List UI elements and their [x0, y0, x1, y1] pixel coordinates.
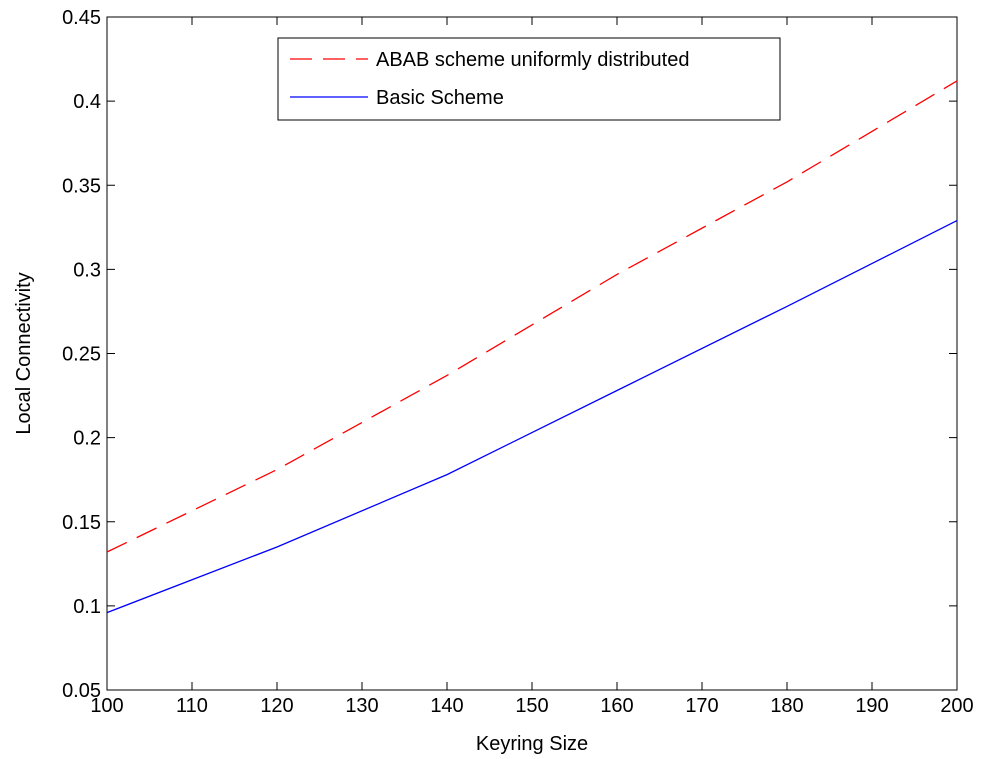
- legend: ABAB scheme uniformly distributed Basic S…: [277, 37, 781, 121]
- legend-box: [277, 37, 781, 121]
- y-tick-label: 0.4: [73, 91, 101, 113]
- x-tick-label: 170: [685, 695, 718, 717]
- legend-label-2: Basic Scheme: [376, 87, 504, 109]
- plot-area-frame: [106, 16, 958, 691]
- x-tick-label: 190: [855, 695, 888, 717]
- series-line-2: [106, 220, 958, 614]
- x-tick-label: 140: [430, 695, 463, 717]
- y-axis-label: Local Connectivity: [13, 272, 35, 434]
- y-tick-label: 0.3: [73, 259, 101, 281]
- x-tick-label: 100: [90, 695, 123, 717]
- y-tick-label: 0.35: [62, 175, 101, 197]
- x-tick-label: 180: [770, 695, 803, 717]
- y-tick-label: 0.45: [62, 7, 101, 29]
- y-tick-label: 0.05: [62, 680, 101, 702]
- x-tick-label: 120: [260, 695, 293, 717]
- y-tick-label: 0.1: [73, 596, 101, 618]
- series-line-1: [106, 80, 958, 553]
- x-tick-label: 200: [940, 695, 973, 717]
- y-tick-label: 0.25: [62, 344, 101, 366]
- x-axis-label: Keyring Size: [476, 733, 588, 755]
- legend-label-1: ABAB scheme uniformly distributed: [376, 49, 689, 71]
- series-lines: [106, 80, 958, 614]
- x-tick-label: 110: [176, 695, 208, 717]
- y-tick-label: 0.15: [62, 512, 101, 534]
- x-tick-label: 160: [600, 695, 633, 717]
- y-tick-label: 0.2: [73, 428, 101, 450]
- axis-ticks: 100 110 120 130 140 150 160 170 180 190 200 0.05 0.1…: [62, 7, 974, 717]
- x-tick-label: 150: [515, 695, 548, 717]
- x-tick-label: 130: [345, 695, 378, 717]
